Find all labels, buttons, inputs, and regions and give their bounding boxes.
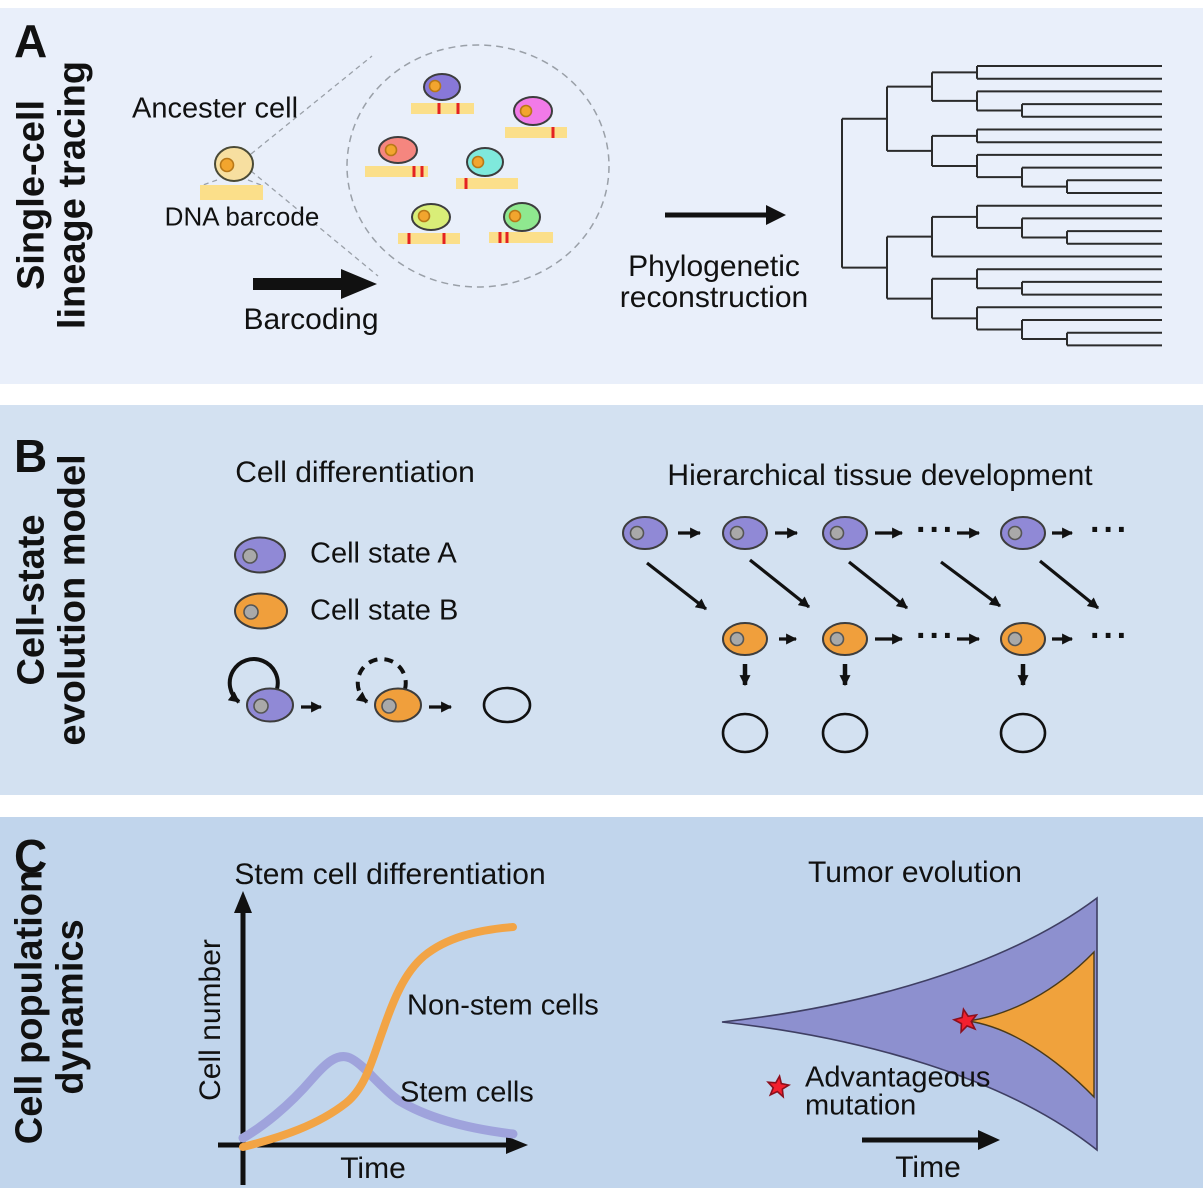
barcoding-arrow-icon	[253, 269, 377, 299]
panel-cell-state-evolution-model: ··· ··· ··· ···	[0, 405, 1203, 795]
diagram-cell-state-a	[246, 687, 294, 723]
panel-c-side-label: Cell population dynamics	[8, 869, 91, 1145]
barcode-connector-right	[247, 179, 262, 186]
panel-c-side-label-line1: Cell population	[8, 869, 51, 1145]
legend-cell-state-a-icon	[234, 536, 286, 574]
barcoded-cell-cyan	[456, 147, 518, 189]
panel-a-side-label: Single-cell lineage tracing	[10, 60, 93, 330]
ellipsis: ···	[1090, 511, 1130, 549]
panel-a-letter: A	[14, 15, 48, 67]
terminal-empty-cells	[721, 712, 1047, 754]
hierarchical-development-heading: Hierarchical tissue development	[667, 459, 1093, 492]
barcoded-cell-purple	[411, 73, 474, 114]
panel-a-side-label-line1: Single-cell	[10, 99, 53, 291]
stem-cell-differentiation-heading: Stem cell differentiation	[234, 858, 546, 891]
ellipsis: ···	[1090, 617, 1130, 655]
non-stem-cells-curve	[239, 923, 517, 1151]
time-arrow-icon	[862, 1130, 1000, 1150]
advantageous-mutation-label-line1: Advantageous	[805, 1061, 991, 1094]
panel-b-graphics: ··· ··· ··· ···	[227, 511, 1130, 754]
panel-cell-population-dynamics: C Cell population dynamics Stem cell dif…	[0, 817, 1203, 1188]
stem-cells-label: Stem cells	[400, 1076, 534, 1109]
legend-cell-state-b-icon	[234, 592, 288, 630]
self-renewal-loop-solid	[227, 657, 280, 704]
y-axis-label: Cell number	[194, 939, 227, 1101]
tumor-evolution-heading: Tumor evolution	[808, 856, 1022, 889]
barcoded-cell-green	[489, 202, 553, 243]
lens-line-top	[250, 55, 373, 155]
lens-line-bottom	[250, 170, 379, 277]
terminal-differentiation-arrows	[739, 664, 1029, 687]
legend-cell-state-a-label: Cell state A	[310, 537, 457, 570]
empty-cell-outline	[482, 686, 532, 724]
legend-cell-state-b-label: Cell state B	[310, 594, 459, 627]
barcoding-label: Barcoding	[243, 303, 379, 336]
barcoded-cell-magenta	[505, 96, 567, 138]
ellipsis: ···	[916, 511, 956, 549]
phylogenetic-arrow-icon	[665, 205, 786, 225]
tumor-clone-purple	[721, 896, 1098, 1152]
x-axis-label: Time	[340, 1152, 406, 1185]
tumor-time-label: Time	[895, 1151, 961, 1184]
dna-barcode-icon	[200, 185, 263, 200]
ancestor-cell-label: Ancester cell	[131, 92, 299, 125]
stem-cells-curve	[238, 1052, 518, 1143]
panel-b-side-label: Cell-state evolution model	[10, 454, 93, 746]
barcoded-cell-yellowgreen	[398, 203, 460, 244]
hierarchy-row-state-a: ··· ···	[622, 511, 1130, 550]
self-renewal-loop-dashed	[355, 657, 408, 704]
panel-c-letter: C	[14, 830, 48, 882]
panel-a-side-label-line2: lineage tracing	[51, 60, 93, 330]
phylogenetic-label-line1: Phylogenetic	[628, 250, 800, 283]
panel-single-cell-lineage-tracing: A Single-cell lineage tracing Ancester c…	[0, 8, 1203, 384]
panel-b-letter: B	[14, 430, 48, 482]
mutation-star-icon	[951, 1007, 979, 1035]
tumor-clone-orange	[967, 950, 1095, 1099]
panel-c-graphics	[218, 891, 1098, 1185]
ancestor-cell-icon	[214, 146, 254, 182]
cell-differentiation-heading: Cell differentiation	[235, 456, 475, 489]
panel-c-side-label-line2: dynamics	[49, 919, 91, 1095]
phylogenetic-label-line2: reconstruction	[619, 281, 809, 314]
differentiation-diagonal-arrows	[646, 558, 1100, 611]
panel-a-graphics	[200, 44, 1162, 347]
magnifier-circle	[346, 44, 610, 288]
advantageous-mutation-label-line2: mutation	[805, 1089, 917, 1122]
panel-b-side-label-line2: evolution model	[51, 454, 93, 746]
mutation-legend-star-icon	[766, 1073, 792, 1099]
barcoded-cell-salmon	[365, 136, 428, 177]
hierarchy-row-state-b: ··· ···	[722, 617, 1130, 656]
dna-barcode-label: DNA barcode	[164, 201, 320, 232]
ellipsis: ···	[916, 617, 956, 655]
panel-b-side-label-line1: Cell-state	[10, 514, 53, 686]
diagram-cell-state-b	[374, 687, 422, 723]
non-stem-cells-label: Non-stem cells	[407, 989, 599, 1022]
barcode-connector-left	[202, 179, 218, 186]
phylogenetic-tree	[841, 65, 1162, 347]
